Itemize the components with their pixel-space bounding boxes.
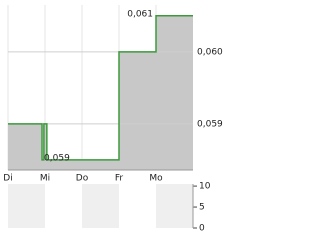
x-tick-label: Fr: [115, 174, 124, 184]
min-label: 0,059: [44, 153, 70, 163]
y-tick-label: 0,059: [197, 119, 223, 129]
y-tick-label: 0,060: [197, 47, 223, 57]
band: [82, 184, 119, 228]
y-tick-label: 0: [199, 224, 205, 233]
x-tick-label: Mo: [149, 174, 163, 184]
y-tick-label: 10: [199, 182, 211, 192]
area: [8, 15, 193, 170]
chart: Di Mi Do Fr Mo 0,059 0,060 0,061 0,059 0 5 10: [3, 5, 223, 234]
x-tick-label: Do: [76, 174, 89, 184]
line: [8, 15, 193, 161]
band: [8, 184, 45, 228]
y-tick-label: 5: [199, 203, 205, 213]
band: [156, 184, 193, 228]
x-tick-label: Mi: [40, 174, 50, 184]
max-label: 0,061: [127, 9, 153, 19]
x-tick-label: Di: [3, 174, 12, 184]
